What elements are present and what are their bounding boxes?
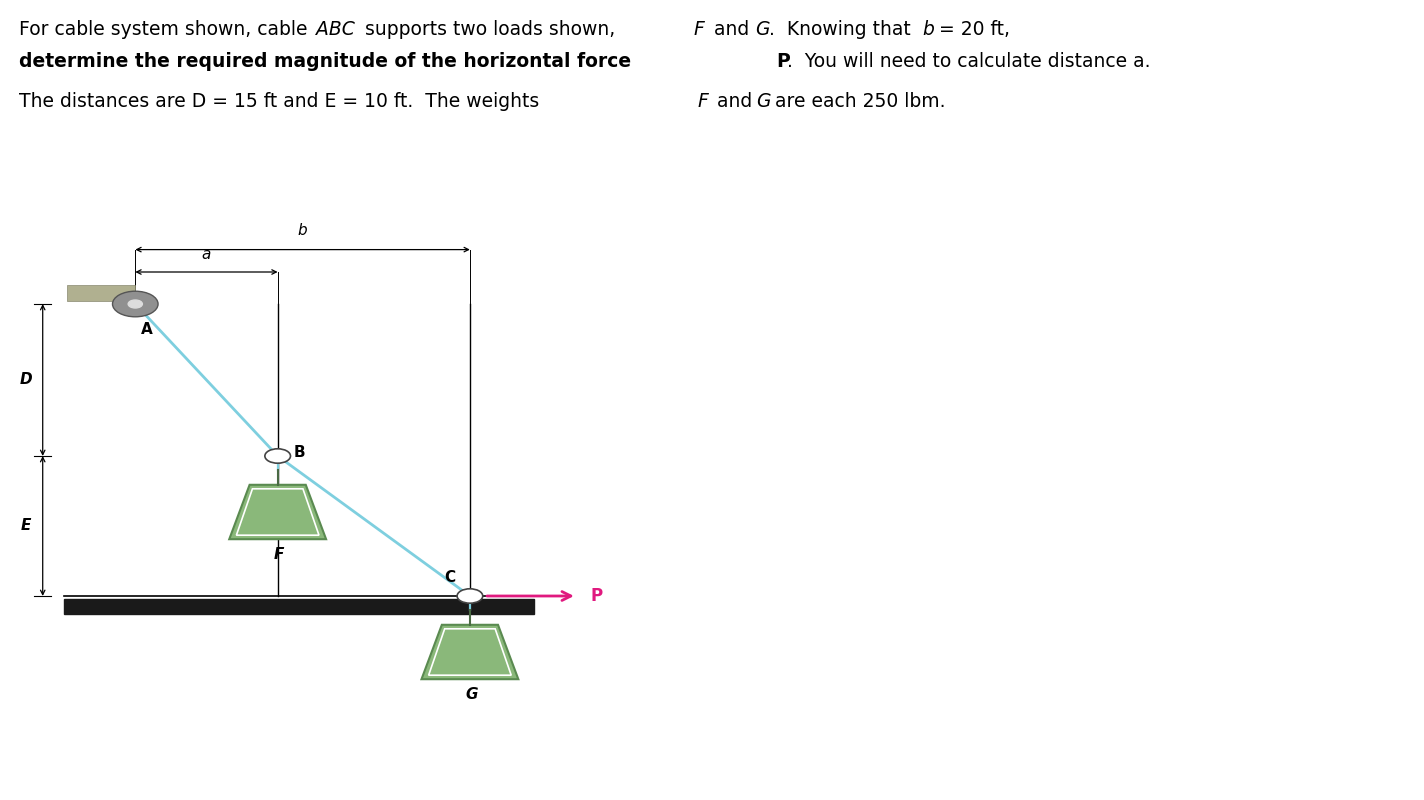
Text: E: E	[20, 518, 31, 534]
Bar	[67, 285, 135, 301]
Text: = 20 ft,: = 20 ft,	[933, 20, 1010, 39]
Text: F: F	[273, 547, 285, 562]
Bar	[64, 599, 534, 614]
Text: ABC: ABC	[316, 20, 355, 39]
Text: P: P	[591, 587, 604, 605]
Text: For cable system shown, cable: For cable system shown, cable	[19, 20, 313, 39]
Text: F: F	[698, 92, 709, 111]
Circle shape	[112, 291, 158, 317]
Text: b: b	[923, 20, 934, 39]
Circle shape	[457, 589, 483, 603]
Polygon shape	[229, 485, 326, 539]
Text: G: G	[755, 20, 769, 39]
Text: A: A	[141, 322, 152, 337]
Text: C: C	[444, 570, 456, 585]
Text: G: G	[756, 92, 770, 111]
Text: supports two loads shown,: supports two loads shown,	[359, 20, 621, 39]
Polygon shape	[422, 625, 518, 679]
Text: F: F	[693, 20, 705, 39]
Text: G: G	[466, 687, 477, 702]
Text: are each 250 lbm.: are each 250 lbm.	[769, 92, 946, 111]
Text: b: b	[298, 222, 308, 238]
Text: B: B	[293, 446, 305, 460]
Text: The distances are D = 15 ft and E = 10 ft.  The weights: The distances are D = 15 ft and E = 10 f…	[19, 92, 545, 111]
Circle shape	[128, 300, 142, 308]
Text: .  You will need to calculate distance a.: . You will need to calculate distance a.	[787, 52, 1151, 71]
Text: D: D	[20, 373, 31, 387]
Text: a: a	[202, 247, 211, 262]
Text: P: P	[776, 52, 790, 71]
Circle shape	[265, 449, 290, 463]
Text: determine the required magnitude of the horizontal force: determine the required magnitude of the …	[19, 52, 637, 71]
Text: and: and	[711, 92, 758, 111]
Text: and: and	[708, 20, 755, 39]
Text: .  Knowing that: . Knowing that	[769, 20, 917, 39]
